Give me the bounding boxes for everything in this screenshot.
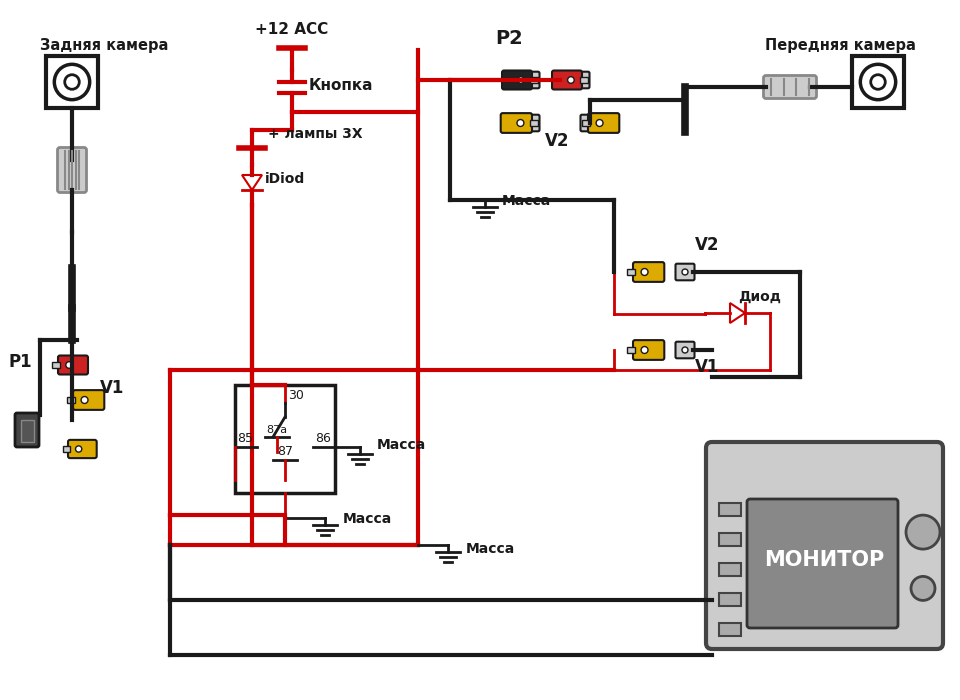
Bar (719, 623, 741, 636)
Text: 87: 87 (277, 445, 293, 458)
Bar (719, 563, 741, 576)
Text: Задняя камера: Задняя камера (40, 38, 168, 53)
Text: 30: 30 (288, 389, 304, 402)
Circle shape (55, 64, 89, 99)
Bar (582, 120, 590, 127)
FancyBboxPatch shape (520, 71, 540, 88)
Text: Масса: Масса (466, 542, 516, 556)
Bar (627, 346, 635, 354)
Circle shape (64, 75, 80, 90)
Circle shape (906, 515, 940, 549)
Text: Диод: Диод (738, 290, 780, 304)
Bar (46, 56, 98, 108)
Text: +12 ACC: +12 ACC (255, 22, 328, 37)
Text: Масса: Масса (343, 512, 393, 526)
Bar (852, 56, 904, 108)
Text: МОНИТОР: МОНИТОР (764, 550, 884, 570)
FancyBboxPatch shape (73, 390, 105, 410)
Bar (719, 503, 741, 516)
Text: 87a: 87a (267, 425, 288, 435)
Circle shape (527, 77, 533, 83)
Text: iDiod: iDiod (265, 172, 305, 186)
Circle shape (641, 346, 648, 354)
FancyBboxPatch shape (58, 356, 88, 375)
Circle shape (81, 396, 88, 403)
FancyBboxPatch shape (520, 115, 540, 132)
Text: + лампы 3X: + лампы 3X (268, 127, 363, 141)
Text: V2: V2 (695, 236, 719, 254)
Text: 86: 86 (315, 432, 331, 445)
FancyBboxPatch shape (588, 113, 619, 133)
Bar (530, 77, 538, 83)
Circle shape (517, 120, 524, 127)
FancyBboxPatch shape (747, 499, 898, 628)
Text: P2: P2 (495, 29, 523, 48)
FancyBboxPatch shape (552, 71, 582, 90)
Bar (52, 362, 60, 368)
Polygon shape (730, 303, 745, 323)
Text: P1: P1 (8, 353, 32, 371)
Circle shape (527, 120, 533, 126)
FancyBboxPatch shape (68, 440, 97, 458)
Circle shape (596, 120, 603, 127)
Text: V1: V1 (695, 358, 719, 376)
Circle shape (76, 446, 82, 452)
FancyBboxPatch shape (581, 115, 599, 132)
Bar (235, 385, 335, 493)
Bar (62, 446, 70, 452)
Bar (580, 77, 588, 83)
Bar (719, 533, 741, 546)
Circle shape (567, 77, 574, 83)
Text: V1: V1 (100, 379, 125, 397)
Circle shape (517, 77, 524, 83)
Text: Масса: Масса (377, 438, 426, 452)
Bar (627, 269, 635, 276)
FancyBboxPatch shape (676, 264, 694, 280)
FancyBboxPatch shape (706, 442, 943, 649)
FancyBboxPatch shape (15, 413, 39, 447)
FancyBboxPatch shape (570, 71, 589, 88)
Circle shape (641, 269, 648, 276)
Text: 85: 85 (237, 432, 253, 445)
FancyBboxPatch shape (502, 71, 532, 90)
Text: V2: V2 (545, 132, 569, 150)
Polygon shape (242, 175, 262, 190)
FancyBboxPatch shape (633, 340, 664, 360)
Circle shape (577, 77, 583, 83)
Text: Передняя камера: Передняя камера (764, 38, 916, 53)
Bar (719, 593, 741, 606)
Circle shape (587, 120, 593, 126)
FancyBboxPatch shape (763, 76, 817, 99)
FancyBboxPatch shape (501, 113, 532, 133)
FancyBboxPatch shape (676, 342, 694, 358)
Circle shape (871, 75, 885, 90)
Circle shape (911, 576, 935, 601)
Circle shape (860, 64, 896, 99)
FancyBboxPatch shape (633, 262, 664, 282)
Bar (67, 396, 75, 403)
Circle shape (682, 347, 688, 353)
Text: Кнопка: Кнопка (309, 78, 373, 93)
Text: Масса: Масса (502, 194, 551, 208)
Bar (530, 120, 539, 127)
Circle shape (682, 269, 688, 275)
Circle shape (66, 362, 72, 368)
FancyBboxPatch shape (58, 148, 86, 192)
Bar (21, 420, 34, 442)
